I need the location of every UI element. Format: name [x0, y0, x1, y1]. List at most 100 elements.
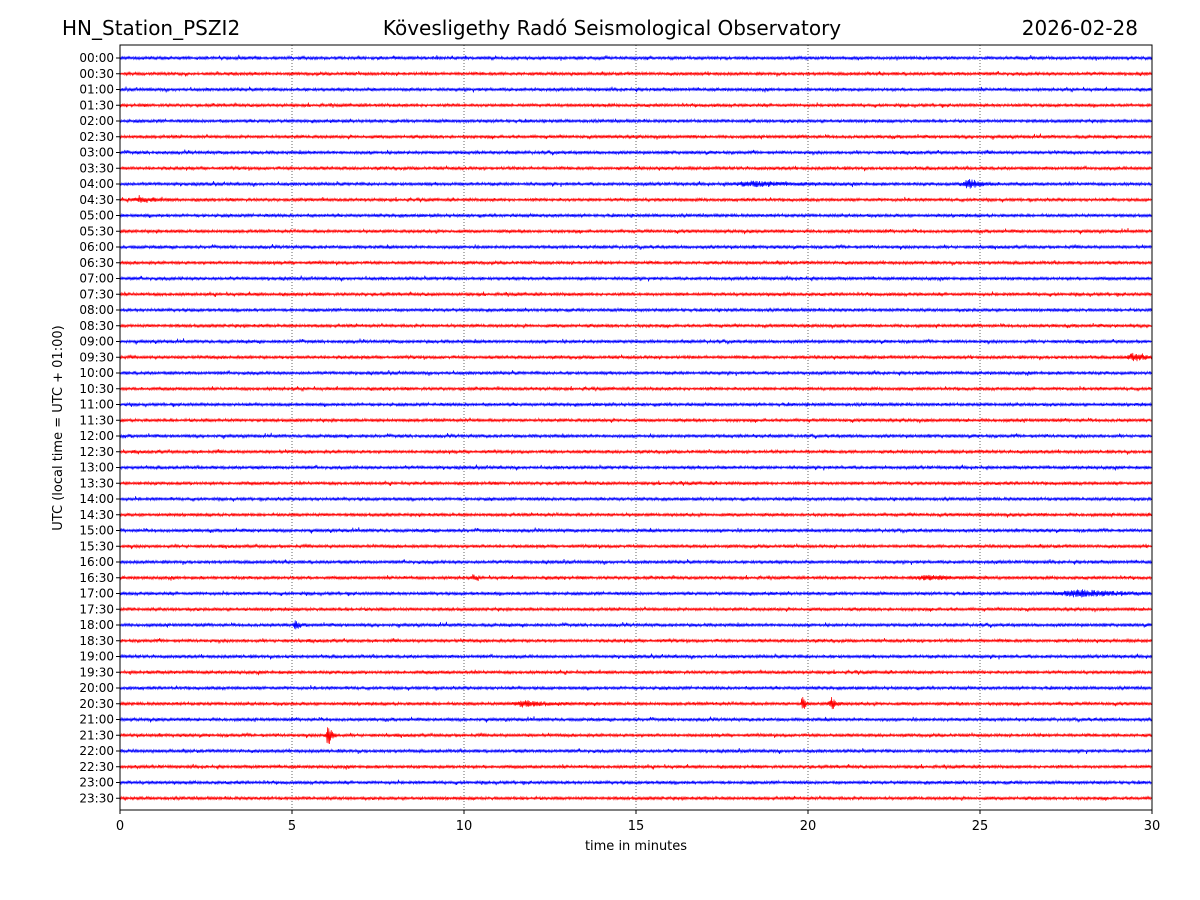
row-label: 23:30 [79, 791, 114, 805]
row-label: 20:00 [79, 681, 114, 695]
trace-row [119, 212, 1152, 219]
trace-row [119, 763, 1152, 770]
y-axis-label: UTC (local time = UTC + 01:00) [51, 325, 66, 530]
row-label: 09:00 [79, 335, 114, 349]
row-label: 01:30 [79, 98, 114, 112]
trace-row [119, 179, 1152, 189]
row-label: 13:00 [79, 461, 114, 475]
trace-row [119, 133, 1152, 140]
row-label: 16:30 [79, 571, 114, 585]
row-label: 06:30 [79, 256, 114, 270]
trace-row [119, 696, 1152, 710]
x-tick-label: 20 [800, 819, 817, 834]
trace-row [119, 306, 1152, 313]
row-label: 06:00 [79, 240, 114, 254]
trace-row [119, 464, 1152, 471]
trace-row [119, 432, 1152, 440]
row-label: 07:00 [79, 272, 114, 286]
x-tick-label: 5 [288, 819, 296, 834]
trace-row [119, 369, 1152, 377]
row-label: 17:30 [79, 602, 114, 616]
trace-row [119, 291, 1152, 298]
trace-row [119, 669, 1152, 676]
trace-row [119, 322, 1152, 329]
trace-row [119, 86, 1152, 93]
row-label: 04:30 [79, 193, 114, 207]
row-label: 10:00 [79, 366, 114, 380]
trace-row [119, 70, 1152, 77]
trace-row [119, 637, 1152, 644]
trace-row [119, 448, 1152, 455]
trace-row [119, 259, 1152, 266]
trace-row [119, 543, 1152, 550]
record-date: 2026-02-28 [1021, 16, 1138, 40]
trace-row [119, 747, 1152, 755]
trace-row [119, 338, 1152, 345]
trace-row [119, 275, 1152, 282]
trace-row [119, 574, 1152, 582]
row-label: 18:00 [79, 618, 114, 632]
trace-row [119, 606, 1152, 613]
row-label: 19:30 [79, 665, 114, 679]
trace-row [119, 228, 1152, 235]
row-label: 15:00 [79, 524, 114, 538]
row-label: 07:30 [79, 287, 114, 301]
row-label: 19:00 [79, 650, 114, 664]
trace-row [119, 149, 1152, 156]
trace-row [119, 480, 1152, 487]
row-label: 03:00 [79, 146, 114, 160]
row-label: 20:30 [79, 697, 114, 711]
trace-row [119, 165, 1152, 172]
row-label: 14:00 [79, 492, 114, 506]
row-label: 22:00 [79, 744, 114, 758]
trace-row [119, 54, 1152, 62]
x-axis-ticks: 0 5 10 15 20 25 30 [116, 810, 1160, 834]
row-label: 08:00 [79, 303, 114, 317]
row-label: 03:30 [79, 161, 114, 175]
trace-row [119, 620, 1152, 630]
trace-row [119, 417, 1152, 424]
row-label: 08:30 [79, 319, 114, 333]
row-label: 05:00 [79, 209, 114, 223]
row-label: 12:30 [79, 445, 114, 459]
x-tick-label: 25 [972, 819, 989, 834]
trace-row [119, 527, 1152, 534]
x-tick-label: 15 [628, 819, 645, 834]
row-label: 11:00 [79, 398, 114, 412]
row-label: 00:30 [79, 67, 114, 81]
trace-row [119, 352, 1152, 362]
trace-row [119, 511, 1152, 518]
row-label: 11:30 [79, 413, 114, 427]
row-label: 14:30 [79, 508, 114, 522]
row-label: 17:00 [79, 587, 114, 601]
trace-row [119, 795, 1152, 802]
x-tick-label: 10 [456, 819, 473, 834]
trace-row [119, 401, 1152, 408]
grid-lines [291, 45, 981, 810]
x-tick-label: 0 [116, 819, 124, 834]
trace-row [119, 684, 1152, 691]
row-label: 18:30 [79, 634, 114, 648]
row-label: 00:00 [79, 51, 114, 65]
trace-row [119, 385, 1152, 392]
row-label: 02:00 [79, 114, 114, 128]
trace-row [119, 727, 1152, 744]
row-label: 15:30 [79, 539, 114, 553]
trace-row [119, 779, 1152, 786]
row-label: 16:00 [79, 555, 114, 569]
row-label: 23:00 [79, 776, 114, 790]
x-axis-label: time in minutes [585, 839, 687, 854]
row-label: 09:30 [79, 350, 114, 364]
trace-row [119, 102, 1152, 109]
trace-row [119, 117, 1152, 124]
row-label: 21:30 [79, 728, 114, 742]
row-label: 13:30 [79, 476, 114, 490]
traces [119, 54, 1152, 802]
row-label: 21:00 [79, 713, 114, 727]
x-tick-label: 30 [1144, 819, 1161, 834]
observatory-title: Kövesligethy Radó Seismological Observat… [382, 16, 842, 40]
row-label: 05:30 [79, 224, 114, 238]
trace-row [119, 558, 1152, 566]
